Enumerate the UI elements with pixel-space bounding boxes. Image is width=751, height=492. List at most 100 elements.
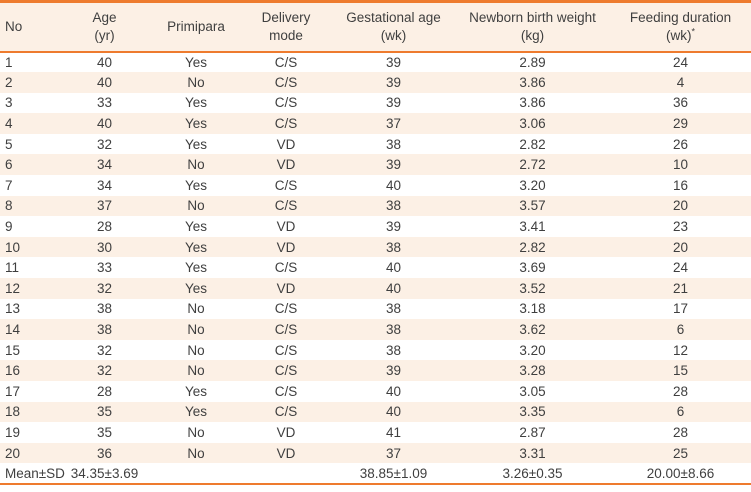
- cell-weight: 2.87: [519, 424, 546, 440]
- cell-gest: 38: [385, 239, 402, 255]
- cell-age: 33: [96, 95, 113, 111]
- cell-gest: 38: [385, 322, 402, 338]
- cell-age: 38: [96, 322, 113, 338]
- cell-primipara: Yes: [184, 116, 208, 132]
- header-line2: (kg): [520, 27, 545, 43]
- cell-gest: 39: [385, 74, 402, 90]
- table-body: 1 40 Yes C/S 39 2.89 24 2 40 No C/S 39 3.86 4 3 33 Yes C/…: [0, 52, 751, 484]
- cell-primipara: No: [187, 363, 205, 379]
- table-row: 11 33 Yes C/S 40 3.69 24: [0, 257, 751, 278]
- cell-feeding: 36: [672, 95, 689, 111]
- cell-no: 7: [5, 177, 13, 193]
- cell-no: 19: [5, 424, 21, 440]
- cell-no: 17: [5, 383, 21, 399]
- cell-feeding: 16: [672, 177, 689, 193]
- header-row: No Age (yr) Primipara Delivery mode Gestationa…: [0, 1, 751, 53]
- cell-feeding: 28: [672, 424, 689, 440]
- cell-delivery: VD: [276, 239, 296, 255]
- cell-delivery: C/S: [274, 322, 298, 338]
- cell-primipara: No: [187, 424, 205, 440]
- header-line1: Age: [92, 10, 117, 26]
- cell-weight: 3.28: [519, 363, 546, 379]
- cell-no: 2: [5, 74, 13, 90]
- table-row: 20 36 No VD 37 3.31 25: [0, 442, 751, 464]
- cell-delivery: C/S: [274, 260, 298, 276]
- cell-feeding: 10: [672, 157, 689, 173]
- summary-row: Mean±SD 34.35±3.69 38.85±1.09 3.26±0.35 20.0…: [0, 463, 751, 484]
- cell-feeding: 15: [672, 363, 689, 379]
- cell-weight: 3.41: [519, 219, 546, 235]
- cell-feeding: 29: [672, 116, 689, 132]
- cell-no: Mean±SD: [5, 465, 65, 481]
- table-row: 5 32 Yes VD 38 2.82 26: [0, 134, 751, 155]
- cell-feeding: 17: [672, 301, 689, 317]
- cell-feeding: 20.00±8.66: [646, 465, 715, 481]
- footnote-marker: *: [691, 26, 695, 37]
- table-row: 19 35 No VD 41 2.87 28: [0, 422, 751, 443]
- cell-weight: 3.18: [519, 301, 546, 317]
- cell-primipara: No: [187, 342, 205, 358]
- table-row: 4 40 Yes C/S 37 3.06 29: [0, 113, 751, 134]
- cell-feeding: 26: [672, 136, 689, 152]
- cell-feeding: 21: [672, 280, 689, 296]
- cell-gest: 40: [385, 177, 402, 193]
- cell-age: 28: [96, 383, 113, 399]
- table-row: 1 40 Yes C/S 39 2.89 24: [0, 52, 751, 73]
- cell-gest: 40: [385, 260, 402, 276]
- cell-feeding: 28: [672, 383, 689, 399]
- cell-feeding: 4: [676, 74, 685, 90]
- cell-feeding: 24: [672, 54, 689, 70]
- cell-no: 20: [5, 445, 21, 461]
- cell-delivery: VD: [276, 136, 296, 152]
- cell-primipara: No: [187, 301, 205, 317]
- cell-feeding: 23: [672, 219, 689, 235]
- cell-primipara: Yes: [184, 383, 208, 399]
- cell-no: 3: [5, 95, 13, 111]
- cell-weight: 2.72: [519, 157, 546, 173]
- cell-age: 32: [96, 280, 113, 296]
- cell-age: 30: [96, 239, 113, 255]
- cell-age: 37: [96, 198, 113, 214]
- cell-weight: 3.06: [519, 116, 546, 132]
- cell-primipara: No: [187, 74, 205, 90]
- cell-weight: 3.52: [519, 280, 546, 296]
- table-row: 6 34 No VD 39 2.72 10: [0, 154, 751, 176]
- cell-age: 34: [96, 177, 113, 193]
- cell-weight: 3.86: [519, 74, 546, 90]
- cell-age: 32: [96, 363, 113, 379]
- cell-primipara: Yes: [184, 219, 208, 235]
- cell-delivery: VD: [276, 445, 296, 461]
- cell-delivery: C/S: [274, 383, 298, 399]
- table-row: 3 33 Yes C/S 39 3.86 36: [0, 93, 751, 114]
- table-row: 15 32 No C/S 38 3.20 12: [0, 340, 751, 361]
- column-header-no: No: [0, 1, 57, 53]
- cell-no: 13: [5, 301, 21, 317]
- cell-weight: 3.57: [519, 198, 546, 214]
- cell-age: 40: [96, 54, 113, 70]
- cell-gest: 40: [385, 383, 402, 399]
- table-row: 16 32 No C/S 39 3.28 15: [0, 360, 751, 381]
- cell-no: 18: [5, 404, 21, 420]
- table-header: No Age (yr) Primipara Delivery mode Gestationa…: [0, 1, 751, 53]
- cell-feeding: 25: [672, 445, 689, 461]
- cell-age: 40: [96, 74, 113, 90]
- cell-delivery: C/S: [274, 116, 298, 132]
- cell-no: 8: [5, 198, 13, 214]
- cell-age: 40: [96, 116, 113, 132]
- cell-weight: 3.69: [519, 260, 546, 276]
- cell-age: 33: [96, 260, 113, 276]
- cell-gest: 39: [385, 363, 402, 379]
- header-line1: Primipara: [167, 18, 225, 34]
- cell-primipara: Yes: [184, 95, 208, 111]
- header-line2: mode: [269, 27, 303, 43]
- column-header-delivery: Delivery mode: [240, 1, 332, 53]
- cell-age: 34: [96, 157, 113, 173]
- cell-primipara: Yes: [184, 280, 208, 296]
- cell-no: 11: [5, 260, 20, 276]
- cell-primipara: Yes: [184, 136, 208, 152]
- cell-delivery: VD: [276, 280, 296, 296]
- cell-primipara: No: [187, 198, 205, 214]
- cell-delivery: C/S: [274, 404, 298, 420]
- cell-no: 9: [5, 219, 13, 235]
- cell-feeding: 20: [672, 198, 689, 214]
